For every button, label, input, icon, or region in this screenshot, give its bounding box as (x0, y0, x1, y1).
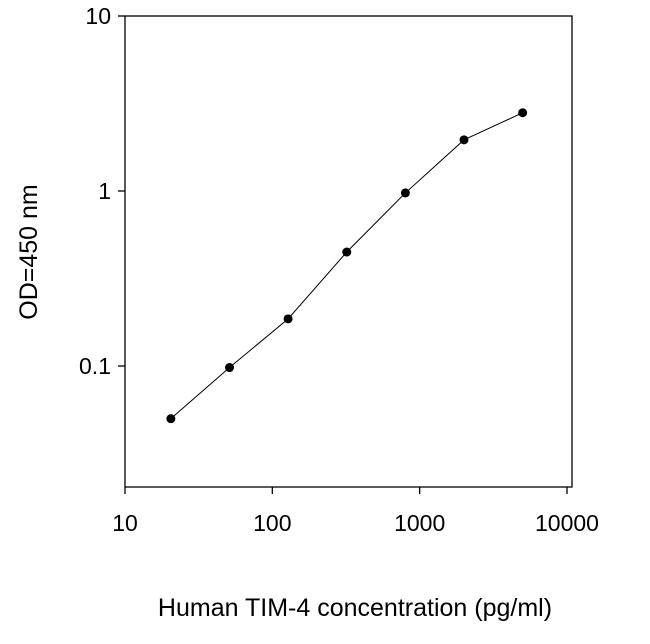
y-tick-label: 1 (98, 178, 111, 204)
x-tick-label: 100 (253, 510, 291, 536)
data-point (166, 414, 176, 424)
y-axis-ticks: 0.1 1 10 (79, 3, 125, 379)
y-axis-title: OD=450 nm (15, 184, 43, 320)
x-axis-title: Human TIM-4 concentration (pg/ml) (158, 594, 552, 622)
y-tick-label: 0.1 (79, 353, 111, 379)
data-point (224, 363, 234, 373)
x-tick-label: 10 (112, 510, 138, 536)
data-point (400, 188, 410, 198)
series-line (170, 112, 523, 420)
x-tick-label: 1000 (394, 510, 445, 536)
data-point (518, 108, 528, 118)
series-group (166, 108, 528, 424)
data-point (283, 314, 293, 324)
data-point (342, 247, 352, 257)
x-axis-ticks: 10 100 1000 10000 (112, 487, 599, 536)
data-point (459, 135, 469, 145)
plot-frame (124, 15, 573, 488)
y-tick-label: 10 (85, 3, 111, 29)
x-tick-label: 10000 (535, 510, 599, 536)
